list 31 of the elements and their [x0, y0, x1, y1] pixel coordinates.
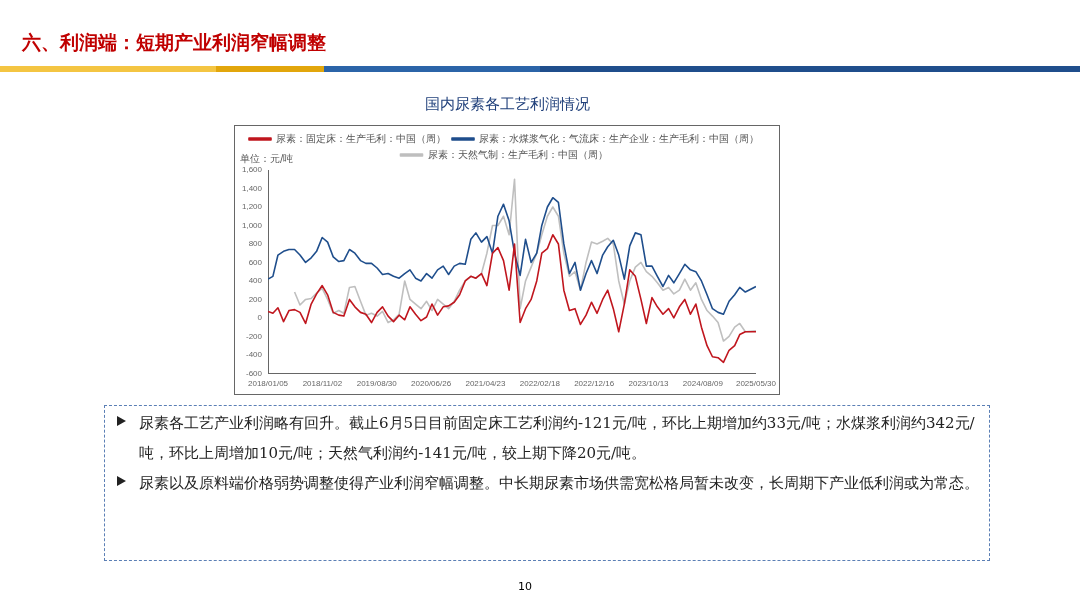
chart-title: 六、利润端：短期产业利润窄幅调整 [22, 30, 326, 55]
legend-label: 尿素：固定床：生产毛利：中国（周） [276, 132, 446, 144]
x-tick-label: 2025/05/30 [735, 379, 777, 389]
legend-label: 尿素：水煤浆气化：气流床：生产企业：生产毛利：中国（周） [479, 132, 759, 144]
x-tick-label: 2023/10/13 [628, 379, 670, 389]
text: 尿素以及原料端价格弱势调整使得产业利润窄幅调整。中长期尿素市场供需宽松格局暂未改变，长周期下产业低利润或为常态。 [138, 473, 980, 494]
x-tick-label: 2022/12/16 [574, 379, 615, 389]
y-tick-label: -400 [246, 350, 263, 360]
y-tick-label: 200 [248, 294, 263, 304]
x-tick-label: 2019/08/30 [356, 379, 398, 389]
text: 10 [518, 580, 532, 593]
y-tick-label: 600 [248, 257, 263, 267]
x-tick-label: 2018/11/02 [302, 379, 343, 389]
y-axis-title: 单位：元/吨 [240, 152, 294, 166]
x-tick-label: 2024/08/09 [682, 379, 724, 389]
y-tick-label: 1,000 [241, 220, 263, 230]
y-tick-label: 1,600 [241, 165, 263, 175]
chart-subtitle: 国内尿素各工艺利润情况 [423, 95, 591, 114]
legend-label: 尿素：天然气制：生产毛利：中国（周） [427, 148, 608, 160]
x-tick-label: 2020/06/26 [411, 379, 452, 389]
x-tick-label: 2021/04/23 [465, 379, 507, 389]
y-tick-label: -600 [246, 368, 263, 378]
y-tick-label: -200 [246, 331, 263, 341]
y-tick-label: 1,200 [241, 202, 263, 212]
x-tick-label: 2018/01/05 [248, 379, 289, 389]
x-tick-label: 2022/02/18 [519, 379, 561, 389]
y-tick-label: 400 [248, 276, 263, 286]
text: 尿素各工艺产业利润略有回升。截止6月5日目前固定床工艺利润约-121元/吨，环比上期增加约33元/吨；水煤浆利润约342元/吨，环比上周增加10元/吨；天然气利润约-141元/吨，较上期下降20元/吨。 [138, 413, 976, 464]
y-tick-label: 800 [248, 239, 263, 249]
y-tick-label: 1,400 [241, 183, 263, 193]
y-tick-label: 0 [257, 313, 263, 323]
